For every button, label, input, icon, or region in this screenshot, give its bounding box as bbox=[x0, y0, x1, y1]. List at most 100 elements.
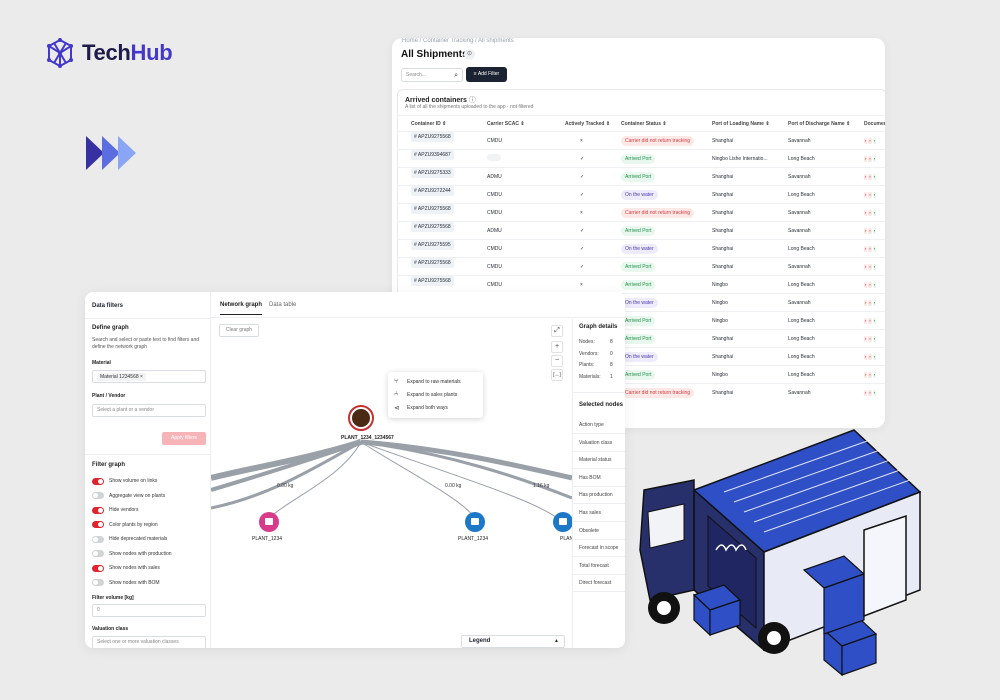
menu-item-expand-raw[interactable]: ⑂ Expand to raw materials bbox=[394, 378, 461, 385]
toggle-row[interactable]: Hide vendors bbox=[92, 506, 138, 514]
carrier-scac: CMDU bbox=[487, 282, 502, 288]
expand-icon[interactable]: ⤢ bbox=[551, 325, 563, 337]
close-icon[interactable]: × bbox=[140, 374, 143, 380]
tracked-mark: ✓ bbox=[580, 246, 585, 252]
info-icon: ⓘ bbox=[468, 97, 476, 104]
toggle-row[interactable]: Show nodes with sales bbox=[92, 564, 160, 572]
column-header[interactable]: Port of Discharge Name ⇕ bbox=[788, 121, 851, 127]
filter-volume-input[interactable]: 0 bbox=[92, 604, 206, 617]
plant-node[interactable] bbox=[259, 512, 279, 532]
tracked-mark: × bbox=[580, 138, 583, 144]
document-badges[interactable]: ▪ ▪ ▪ bbox=[864, 210, 877, 216]
table-row[interactable]: # APZU9275568 CMDU × Carrier did not return… bbox=[397, 131, 885, 149]
toggle-row[interactable]: Show volume on links bbox=[92, 477, 157, 485]
document-badges[interactable]: ▪ ▪ ▪ bbox=[864, 354, 877, 360]
toggle-switch[interactable] bbox=[92, 477, 104, 485]
zoom-in-button[interactable]: + bbox=[551, 341, 563, 353]
add-filter-button[interactable]: ≡ Add Filter bbox=[466, 67, 507, 82]
tracked-mark: ✓ bbox=[580, 192, 585, 198]
toggle-switch[interactable] bbox=[92, 564, 104, 572]
container-id[interactable]: # APZU9275568 bbox=[411, 222, 454, 232]
toggle-switch[interactable] bbox=[92, 506, 104, 514]
toggle-switch[interactable] bbox=[92, 579, 104, 586]
apply-filters-button[interactable]: Apply filters bbox=[162, 432, 206, 445]
menu-item-expand-sales[interactable]: ⑃ Expand to sales plants bbox=[394, 391, 458, 398]
document-badges[interactable]: ▪ ▪ ▪ bbox=[864, 138, 877, 144]
toggle-row[interactable]: Hide deprecated materials bbox=[92, 535, 167, 543]
document-badges[interactable]: ▪ ▪ ▪ bbox=[864, 264, 877, 270]
tab-data-table[interactable]: Data table bbox=[269, 302, 297, 308]
table-row[interactable]: On the water Shanghai Long Beach ▪ ▪ ▪ bbox=[397, 347, 885, 365]
toggle-row[interactable]: Show nodes with BOM bbox=[92, 579, 160, 587]
toggle-switch[interactable] bbox=[92, 492, 104, 499]
column-header[interactable]: Actively Tracked ⇕ bbox=[565, 121, 611, 127]
table-row[interactable]: On the water Ningbo Savannah ▪ ▪ ▪ bbox=[397, 293, 885, 311]
table-row[interactable]: Arrived Port Shanghai Long Beach ▪ ▪ ▪ bbox=[397, 329, 885, 347]
container-id[interactable]: # APZU9394687 bbox=[411, 150, 454, 160]
container-id[interactable]: # APZU9275333 bbox=[411, 168, 454, 178]
fit-view-button[interactable]: [↔] bbox=[551, 369, 563, 381]
container-id[interactable]: # APZU9275568 bbox=[411, 258, 454, 268]
toggle-row[interactable]: Color plants by region bbox=[92, 521, 158, 529]
table-row[interactable]: Arrived Port Ningbo Long Beach ▪ ▪ ▪ bbox=[397, 311, 885, 329]
network-graph-canvas[interactable] bbox=[211, 318, 572, 648]
zoom-out-button[interactable]: − bbox=[551, 355, 563, 367]
container-id[interactable]: # APZU9272244 bbox=[411, 186, 454, 196]
table-row[interactable]: # APZU9275568 CMDU ✓ Arrived Port Shanghai Sa… bbox=[397, 257, 885, 275]
status-badge: On the water bbox=[621, 298, 658, 308]
table-row[interactable]: Carrier did not return tracking Shanghai S… bbox=[397, 383, 885, 401]
port-of-loading: Ningbo Lishe Internatio... bbox=[712, 156, 768, 162]
table-row[interactable]: # APZU9275568 CMDU × Arrived Port Ningbo Long… bbox=[397, 275, 885, 293]
container-id[interactable]: # APZU9275568 bbox=[411, 204, 454, 214]
container-id[interactable]: # APZU9275568 bbox=[411, 276, 454, 286]
document-badges[interactable]: ▪ ▪ ▪ bbox=[864, 174, 877, 180]
column-header[interactable]: Port of Loading Name ⇕ bbox=[712, 121, 770, 127]
plant-node[interactable] bbox=[553, 512, 572, 532]
valuation-class-input[interactable]: Select one or more valuation classes bbox=[92, 636, 206, 648]
document-badges[interactable]: ▪ ▪ ▪ bbox=[864, 390, 877, 396]
tab-network-graph[interactable]: Network graph bbox=[220, 302, 263, 315]
column-header[interactable]: Documents bbox=[864, 121, 885, 127]
toggle-switch[interactable] bbox=[92, 550, 104, 557]
column-header[interactable]: Container ID ⇕ bbox=[411, 121, 447, 127]
info-icon[interactable]: ⊙ bbox=[464, 49, 475, 60]
material-input[interactable]: Material 1234568 × bbox=[92, 370, 206, 383]
document-badges[interactable]: ▪ ▪ ▪ bbox=[864, 372, 877, 378]
table-row[interactable]: # APZU9272244 CMDU ✓ On the water Shanghai Lo… bbox=[397, 185, 885, 203]
material-chip[interactable]: Material 1234568 × bbox=[97, 373, 146, 381]
column-header[interactable]: Carrier SCAC ⇕ bbox=[487, 121, 525, 127]
plant-node[interactable] bbox=[465, 512, 485, 532]
status-badge: On the water bbox=[621, 244, 658, 254]
root-node[interactable] bbox=[348, 405, 374, 431]
detail-value: 8 bbox=[610, 362, 613, 368]
column-header[interactable]: Container Status ⇕ bbox=[621, 121, 667, 127]
port-of-discharge: Savannah bbox=[788, 174, 811, 180]
document-badges[interactable]: ▪ ▪ ▪ bbox=[864, 336, 877, 342]
document-badges[interactable]: ▪ ▪ ▪ bbox=[864, 318, 877, 324]
document-badges[interactable]: ▪ ▪ ▪ bbox=[864, 246, 877, 252]
table-row[interactable]: Arrived Port Ningbo Long Beach ▪ ▪ ▪ bbox=[397, 365, 885, 383]
detail-key: Materials: bbox=[579, 373, 601, 380]
legend-dropdown[interactable]: Legend ▲ bbox=[461, 635, 565, 648]
toggle-switch[interactable] bbox=[92, 535, 104, 543]
port-of-loading: Shanghai bbox=[712, 174, 734, 180]
menu-item-expand-both[interactable]: ⋖ Expand both ways bbox=[394, 405, 448, 412]
document-badges[interactable]: ▪ ▪ ▪ bbox=[864, 192, 877, 198]
table-row[interactable]: # APZU9394687 ✓ Arrived Port Ningbo Lishe I… bbox=[397, 149, 885, 167]
clear-graph-button[interactable]: Clear graph bbox=[219, 324, 259, 337]
document-badges[interactable]: ▪ ▪ ▪ bbox=[864, 300, 877, 306]
document-badges[interactable]: ▪ ▪ ▪ bbox=[864, 282, 877, 288]
toggle-row[interactable]: Aggregate view on plants bbox=[92, 492, 165, 500]
toggle-row[interactable]: Show nodes with production bbox=[92, 550, 172, 558]
table-row[interactable]: # APZU9275568 ADMU ✓ Arrived Port Shanghai Sa… bbox=[397, 221, 885, 239]
document-badges[interactable]: ▪ ▪ ▪ bbox=[864, 156, 877, 162]
search-input[interactable]: Search... ⌕ bbox=[401, 68, 463, 82]
table-row[interactable]: # APZU9275333 ADMU ✓ Arrived Port Shanghai Sa… bbox=[397, 167, 885, 185]
table-row[interactable]: # APZU9275568 CMDU × Carrier did not return… bbox=[397, 203, 885, 221]
document-badges[interactable]: ▪ ▪ ▪ bbox=[864, 228, 877, 234]
container-id[interactable]: # APZU9275568 bbox=[411, 132, 454, 142]
toggle-switch[interactable] bbox=[92, 521, 104, 528]
table-row[interactable]: # APZU9275595 CMDU ✓ On the water Shanghai Lo… bbox=[397, 239, 885, 257]
plant-vendor-input[interactable]: Select a plant or a vendor bbox=[92, 404, 206, 417]
container-id[interactable]: # APZU9275595 bbox=[411, 240, 454, 250]
